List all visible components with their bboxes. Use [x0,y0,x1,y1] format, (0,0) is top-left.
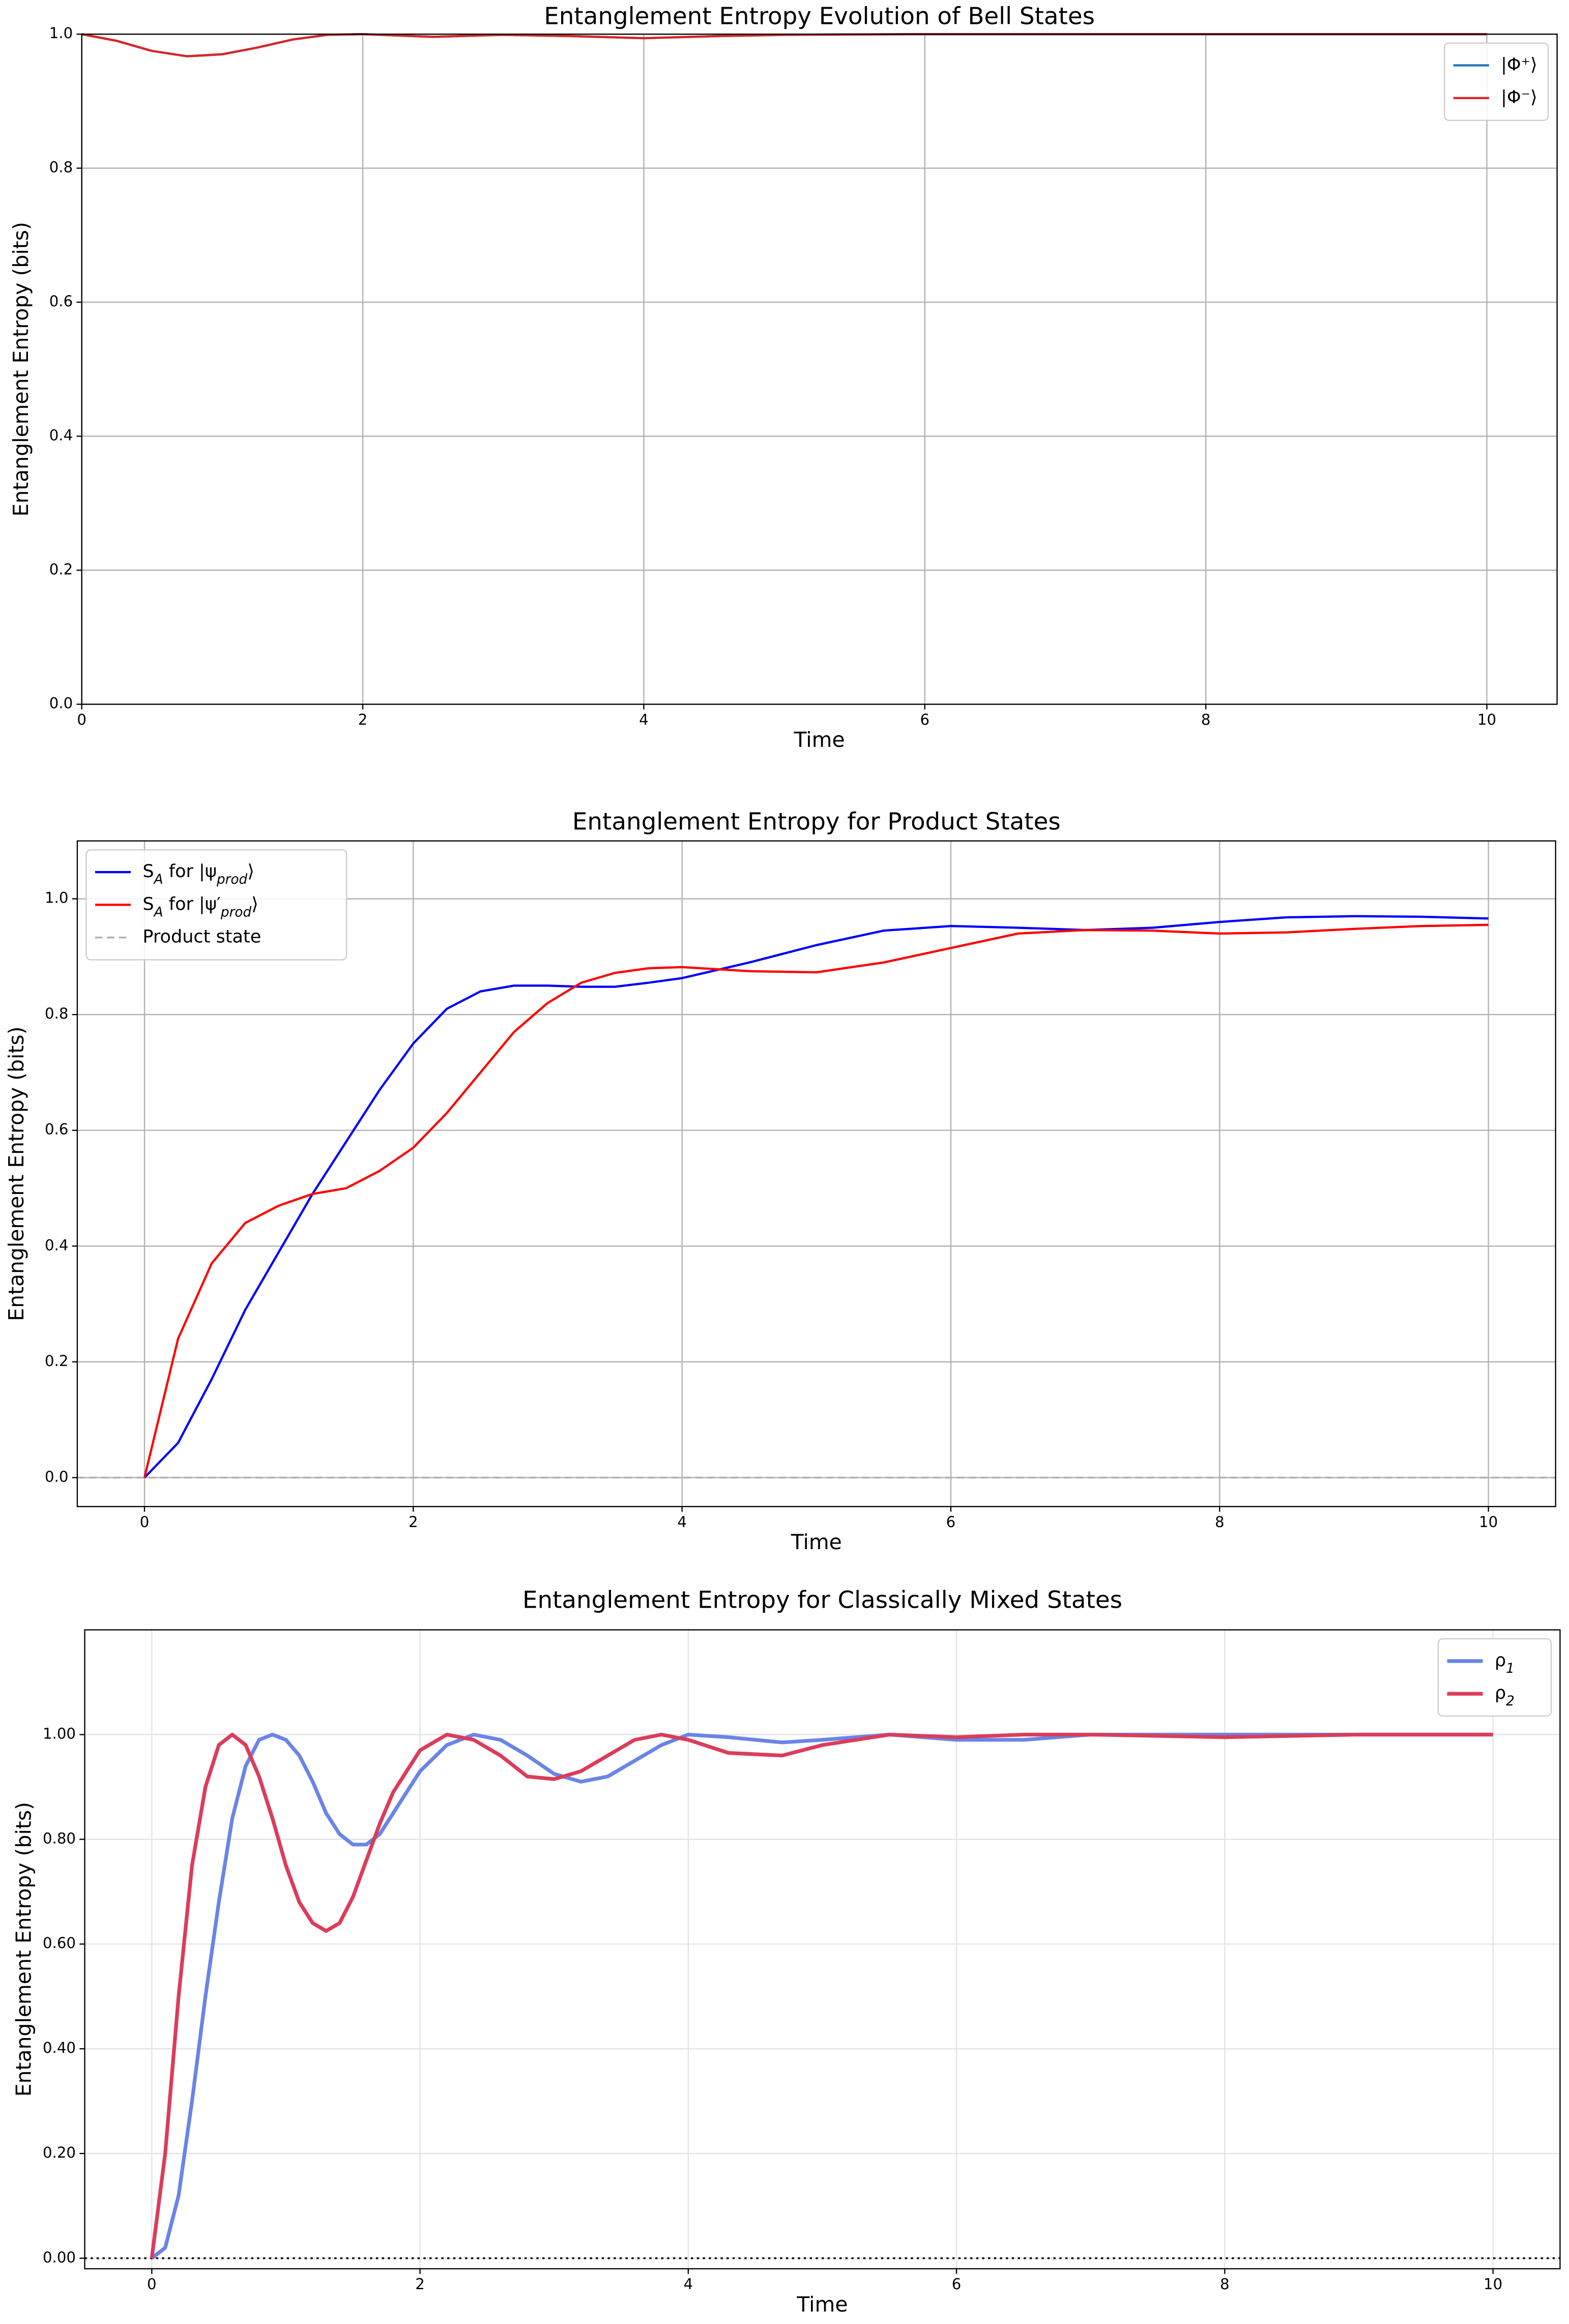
legend-box [1444,42,1549,121]
y-tick-label: 0.4 [45,1236,68,1254]
y-tick-label: 0.80 [43,1829,76,1847]
chart: Entanglement Entropy Evolution of Bell S… [9,3,1558,752]
x-tick-label: 8 [1220,2275,1230,2292]
x-tick-label: 2 [358,711,368,728]
x-axis-label: Time [794,728,845,752]
x-tick-label: 10 [1477,711,1496,728]
x-axis-label: Time [791,1530,842,1554]
data-line [150,1732,1493,2259]
chart: Entanglement Entropy for Product States T… [4,808,1556,1554]
legend-label: ρ2 [1495,1682,1515,1709]
plot-frame [76,840,1556,1507]
plot-frame [81,33,1558,705]
x-tick-label: 6 [946,1513,956,1530]
data-line [151,1732,1493,2260]
legend-label: ρ1 [1495,1650,1515,1676]
y-tick-label: 0.00 [43,2249,76,2266]
y-tick-label: 0.6 [45,1121,68,1138]
x-tick-label: 2 [409,1513,418,1530]
chart-title: Entanglement Entropy for Classically Mix… [522,1587,1122,1614]
y-tick-label: 0.4 [49,426,73,444]
x-tick-label: 8 [1215,1513,1225,1530]
y-tick-label: 0.6 [49,293,73,310]
x-tick-label: 10 [1484,2275,1502,2292]
y-axis-label: Entanglement Entropy (bits) [9,222,33,516]
legend: SA for |ψprod⟩ SA for |ψ′prod⟩ Product sta… [85,849,347,961]
plot-frame [84,1629,1561,2270]
legend-label: |Φ⁻⟩ [1501,87,1537,108]
data-line [143,915,1489,1478]
x-axis-label: Time [796,2292,848,2316]
legend-box [1437,1638,1552,1717]
x-tick-label: 0 [77,711,86,728]
y-tick-label: 0.40 [43,2039,76,2056]
y-tick-label: 1.00 [43,1725,76,1742]
legend-label: SA for |ψ′prod⟩ [142,893,258,920]
y-tick-label: 0.2 [49,561,73,578]
y-axis-label: Entanglement Entropy (bits) [12,1802,36,2097]
legend-label: SA for |ψprod⟩ [142,861,254,887]
x-tick-label: 10 [1479,1513,1498,1530]
y-tick-label: 0.20 [43,2144,76,2161]
y-tick-label: 0.8 [45,1005,68,1022]
legend-box [85,849,347,961]
y-tick-label: 0.60 [43,1934,76,1952]
legend-label: Product state [142,926,261,947]
legend: |Φ⁺⟩ |Φ⁻⟩ [1444,42,1549,121]
chart-title: Entanglement Entropy for Product States [572,808,1061,835]
x-tick-label: 4 [639,711,649,728]
x-tick-label: 2 [415,2275,425,2292]
data-line [143,923,1489,1478]
legend-label: |Φ⁺⟩ [1501,54,1537,75]
x-tick-label: 4 [677,1513,687,1530]
chart-title: Entanglement Entropy Evolution of Bell S… [544,3,1095,31]
chart: Entanglement Entropy for Classically Mix… [12,1587,1561,2316]
y-tick-label: 0.0 [45,1468,68,1485]
y-tick-label: 0.2 [45,1352,68,1370]
x-tick-label: 0 [140,1513,150,1530]
y-tick-label: 0.8 [49,159,73,176]
x-tick-label: 6 [920,711,929,728]
y-tick-label: 1.0 [49,24,73,42]
x-tick-label: 0 [147,2275,157,2292]
x-tick-label: 8 [1201,711,1211,728]
data-line [81,33,1487,57]
y-tick-label: 0.0 [49,694,73,712]
y-tick-label: 1.0 [45,889,68,907]
data-line [81,33,1487,57]
x-tick-label: 6 [952,2275,962,2292]
y-axis-label: Entanglement Entropy (bits) [4,1026,28,1321]
x-tick-label: 4 [684,2275,693,2292]
